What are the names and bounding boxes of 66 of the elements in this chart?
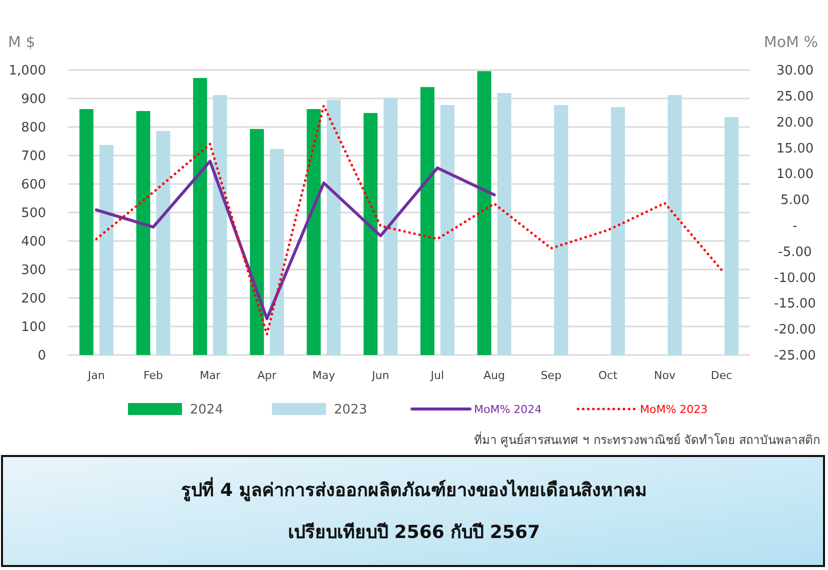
x-tick-label: Jan <box>86 369 105 382</box>
legend-label: 2024 <box>190 402 224 418</box>
text: MoM% 2024 <box>474 402 542 416</box>
bar <box>384 98 398 355</box>
y2-tick-label: 30.00 <box>776 64 814 79</box>
y-tick-label: 100 <box>21 320 46 336</box>
y-tick-label: 800 <box>21 120 46 136</box>
x-tick-label: Aug <box>484 369 505 382</box>
line-series <box>95 104 723 336</box>
y2-tick-label: 15.00 <box>776 141 814 156</box>
text: MoM% 2023 <box>640 402 708 416</box>
y-tick-label: 700 <box>21 149 46 164</box>
y-tick-label: 0 <box>38 348 46 364</box>
y2-tick-label: -25.00 <box>774 348 816 364</box>
bar <box>193 78 208 355</box>
x-tick-label: May <box>312 369 336 382</box>
bar <box>420 87 434 355</box>
text: เปรียบเทียบปี 2566 กับปี 2567 <box>288 522 540 543</box>
bar <box>79 109 94 355</box>
y-tick-label: 600 <box>21 178 46 193</box>
bar <box>306 109 321 355</box>
y2-tick-label: 20.00 <box>776 115 814 130</box>
bar <box>250 128 264 355</box>
y-tick-label: 900 <box>21 92 46 108</box>
bar <box>270 148 284 355</box>
y2-tick-label: -10.00 <box>774 270 816 286</box>
y-axis-title: M $ <box>8 33 36 51</box>
y-tick-label: 500 <box>21 206 46 222</box>
bar <box>364 113 378 355</box>
x-tick-label: Dec <box>710 369 732 382</box>
bar <box>497 93 512 355</box>
x-tick-label: Sep <box>540 369 562 382</box>
y2-tick-label: -20.00 <box>774 322 816 338</box>
x-tick-label: Oct <box>598 369 618 382</box>
y2-tick-label: -15.00 <box>774 296 816 312</box>
legend-label: 2023 <box>334 402 368 418</box>
y-tick-label: 400 <box>21 234 46 250</box>
bar <box>326 100 341 355</box>
x-tick-label: Jul <box>430 369 444 382</box>
y2-tick-label: -5.00 <box>778 244 812 260</box>
x-tick-label: Nov <box>654 369 676 382</box>
x-tick-label: Feb <box>144 369 163 382</box>
y2-tick-label: 5.00 <box>780 193 810 208</box>
bar <box>477 71 492 355</box>
y-tick-label: 200 <box>21 292 46 307</box>
bar <box>668 95 682 355</box>
y2-axis-title: MoM % <box>764 33 818 51</box>
y2-tick-label: 10.00 <box>776 167 814 182</box>
y2-tick-label: 25.00 <box>776 89 814 104</box>
x-tick-label: Mar <box>200 369 221 382</box>
bar <box>724 117 739 355</box>
text: ที่มา ศูนย์สารสนเทศ ฯ กระทรวงพาณิชย์ จัดทำโดย สถาบันพลาสติก <box>474 431 820 448</box>
line-series <box>94 160 496 320</box>
text: รูปที่ 4 มูลค่าการส่งออกผลิตภัณฑ์ยางของไทยเดือนสิงหาคม <box>180 477 648 502</box>
bar <box>610 107 625 355</box>
x-tick-label: Apr <box>257 369 277 382</box>
bar <box>554 105 568 355</box>
y-tick-label: 1,000 <box>8 64 46 79</box>
bar <box>99 144 114 355</box>
y2-tick-label: - <box>792 219 798 234</box>
y-tick-label: 300 <box>21 263 46 278</box>
bar <box>213 95 228 355</box>
bar <box>136 111 150 355</box>
bar <box>440 105 454 355</box>
bar <box>156 130 170 355</box>
x-tick-label: Jun <box>370 369 390 382</box>
